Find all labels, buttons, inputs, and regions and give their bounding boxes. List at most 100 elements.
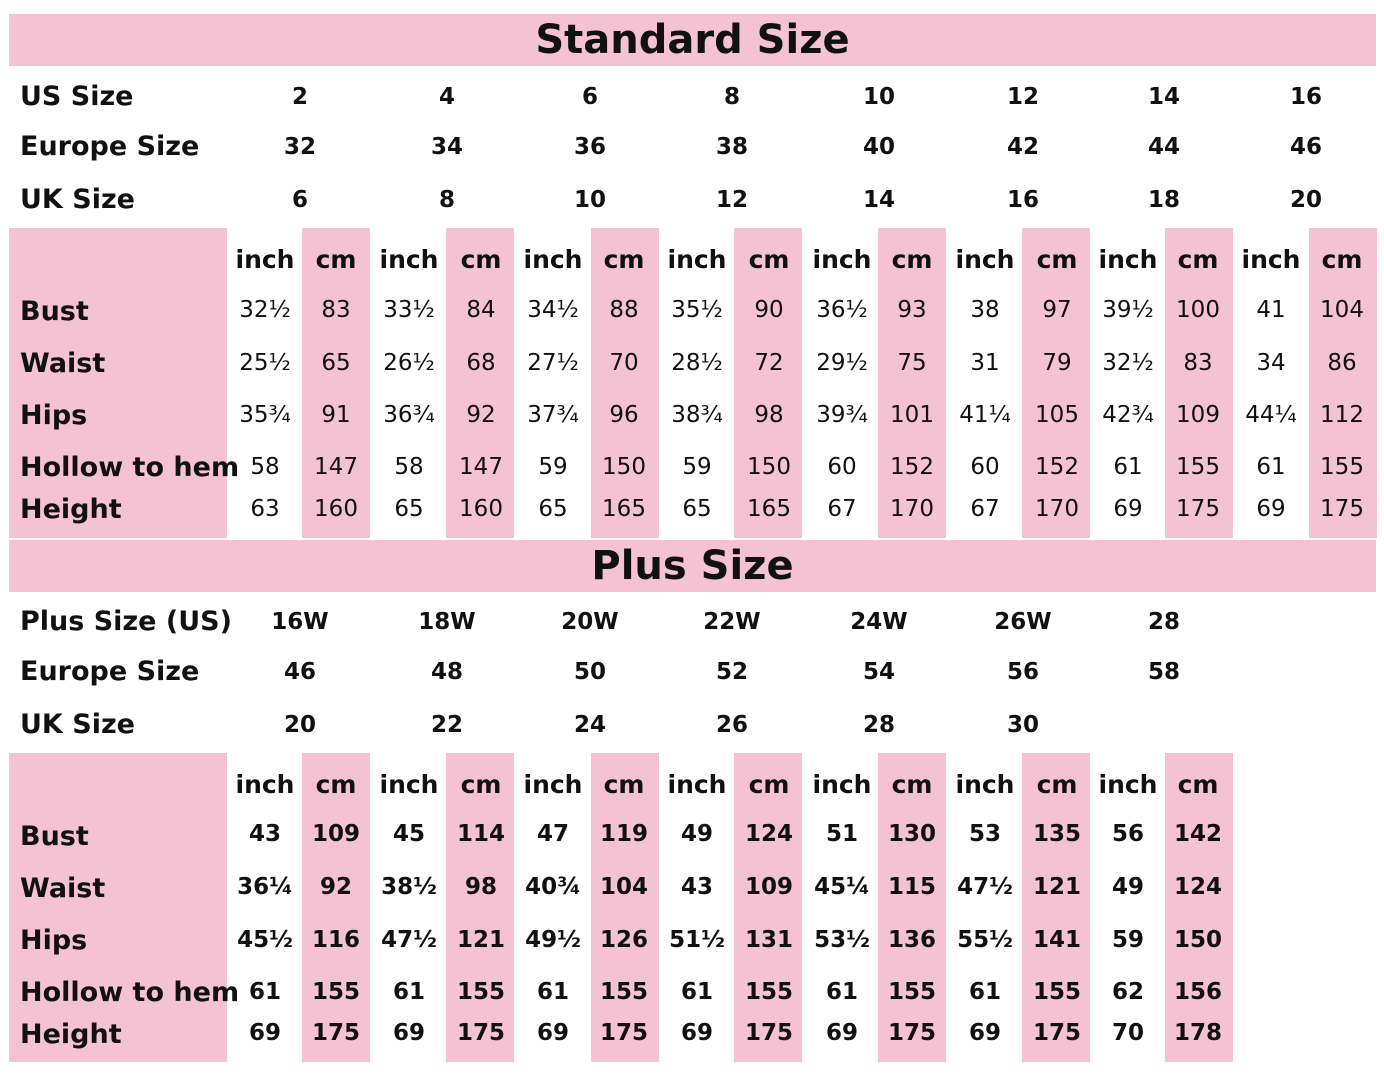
inch-value: 69 [248,1020,281,1046]
size-value: 20 [283,712,316,738]
inch-value: 44¼ [1245,402,1297,428]
inch-value: 45 [392,821,425,847]
size-value: 38 [715,134,748,160]
cm-value: 178 [1173,1020,1222,1046]
unit-cm-header: cm [891,770,933,799]
size-value: 28 [862,712,895,738]
cm-value: 65 [321,350,351,376]
measurement-label: Bust [20,296,89,327]
inch-value: 69 [825,1020,858,1046]
size-value: 18 [1147,187,1180,213]
inch-value: 43 [680,874,713,900]
unit-inch-header: inch [955,245,1015,274]
cm-value: 70 [609,350,639,376]
inch-value: 56 [1111,821,1144,847]
cm-value: 124 [744,821,793,847]
inch-value: 62 [1111,979,1144,1005]
inch-value: 60 [970,454,1000,480]
standard-size-banner: Standard Size [9,14,1376,66]
size-value: 36 [573,134,606,160]
cm-value: 75 [897,350,927,376]
size-value: 52 [715,659,748,685]
cm-column-highlight [878,753,946,1062]
cm-column-highlight [1165,228,1233,538]
unit-cm-header: cm [748,770,790,799]
cm-value: 79 [1042,350,1072,376]
cm-column-highlight [734,753,802,1062]
plus-size-title: Plus Size [591,543,794,589]
cm-value: 72 [754,350,784,376]
size-row-label: Plus Size (US) [20,606,232,637]
inch-value: 70 [1111,1020,1144,1046]
cm-value: 84 [466,297,496,323]
cm-value: 104 [599,874,648,900]
cm-value: 155 [1320,454,1364,480]
cm-value: 109 [311,821,360,847]
size-value: 46 [1289,134,1322,160]
cm-value: 175 [887,1020,936,1046]
unit-inch-header: inch [1098,770,1158,799]
inch-value: 36½ [816,297,868,323]
unit-inch-header: inch [1241,245,1301,274]
size-value: 4 [438,84,455,110]
inch-value: 60 [827,454,857,480]
cm-value: 112 [1320,402,1364,428]
inch-value: 65 [394,496,424,522]
cm-column-highlight [1165,753,1233,1062]
unit-inch-header: inch [235,770,295,799]
measurement-label: Bust [20,821,89,852]
cm-value: 141 [1032,927,1081,953]
cm-value: 86 [1327,350,1357,376]
unit-inch-header: inch [523,770,583,799]
cm-column-highlight [302,753,370,1062]
cm-value: 156 [1173,979,1222,1005]
cm-value: 126 [599,927,648,953]
size-value: 20 [1289,187,1322,213]
unit-cm-header: cm [315,770,357,799]
unit-cm-header: cm [1177,770,1219,799]
inch-value: 67 [827,496,857,522]
inch-value: 43 [248,821,281,847]
inch-value: 41 [1256,297,1286,323]
inch-value: 35½ [671,297,723,323]
cm-value: 147 [314,454,358,480]
measurement-label: Height [20,494,122,525]
inch-value: 51 [825,821,858,847]
inch-value: 61 [968,979,1001,1005]
cm-column-highlight [1022,228,1090,538]
inch-value: 25½ [239,350,291,376]
inch-value: 58 [394,454,424,480]
unit-inch-header: inch [235,245,295,274]
cm-value: 90 [754,297,784,323]
size-value: 12 [1006,84,1039,110]
inch-value: 53½ [814,927,870,953]
unit-inch-header: inch [523,245,583,274]
cm-value: 152 [890,454,934,480]
measurement-label: Waist [20,873,106,904]
cm-value: 155 [599,979,648,1005]
size-value: 26 [715,712,748,738]
unit-inch-header: inch [1098,245,1158,274]
size-value: 40 [862,134,895,160]
inch-value: 61 [1256,454,1286,480]
cm-value: 93 [897,297,927,323]
unit-cm-header: cm [460,770,502,799]
unit-cm-header: cm [748,245,790,274]
inch-value: 32½ [239,297,291,323]
cm-value: 130 [887,821,936,847]
inch-value: 42¾ [1102,402,1154,428]
cm-value: 114 [456,821,505,847]
size-row-label: Europe Size [20,131,200,162]
inch-value: 65 [682,496,712,522]
standard-size-title: Standard Size [535,17,850,63]
size-value: 16 [1006,187,1039,213]
measurement-label: Hips [20,925,88,956]
unit-inch-header: inch [667,245,727,274]
size-value: 2 [291,84,308,110]
inch-value: 49 [680,821,713,847]
cm-column-highlight [446,228,514,538]
size-value: 22W [703,609,761,635]
cm-value: 152 [1035,454,1079,480]
cm-column-highlight [446,753,514,1062]
cm-value: 88 [609,297,639,323]
